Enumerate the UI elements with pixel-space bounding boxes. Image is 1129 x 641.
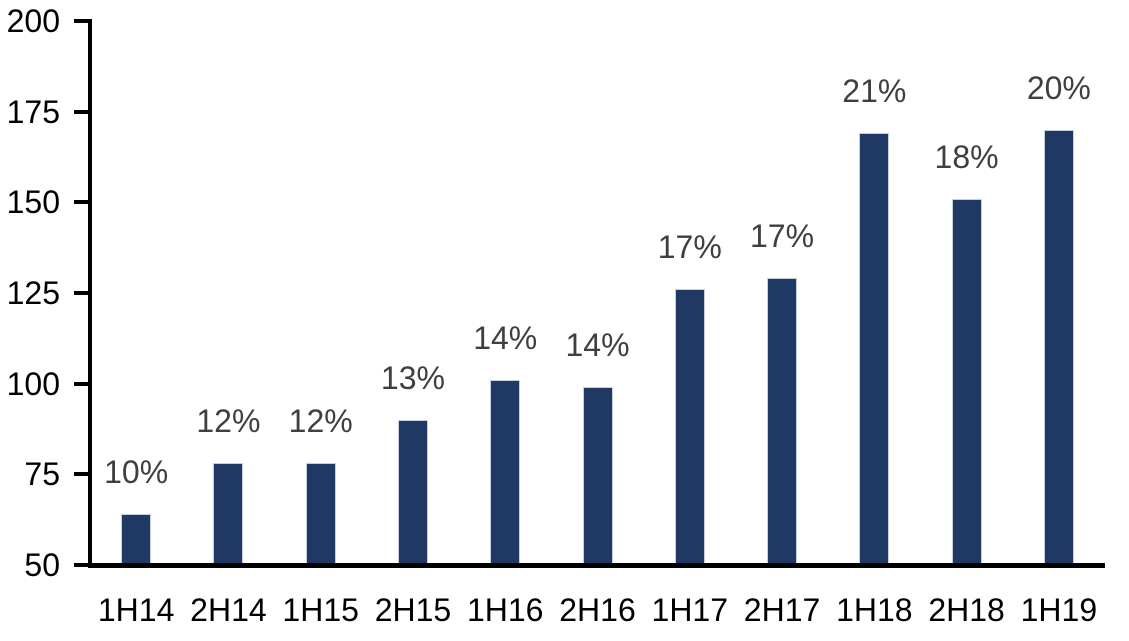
- x-axis-label: 1H16: [466, 592, 544, 628]
- bar-value-label: 20%: [1026, 69, 1091, 106]
- y-axis-line: [88, 19, 92, 568]
- x-axis-label: 1H15: [282, 592, 359, 628]
- y-axis-tick-label: 125: [6, 275, 60, 311]
- y-axis-tick-label: 75: [24, 456, 60, 493]
- y-axis-tick-label: 200: [6, 3, 60, 39]
- bar: [582, 387, 613, 567]
- bar: [121, 514, 152, 567]
- y-axis-tick-label: 100: [6, 365, 60, 402]
- y-axis-tick: [74, 109, 90, 114]
- x-axis-label: 2H14: [190, 592, 267, 628]
- y-axis-tick: [74, 291, 90, 295]
- bar-value-label: 18%: [934, 138, 999, 175]
- x-axis-label: 1H14: [97, 592, 175, 628]
- bar: [213, 463, 244, 567]
- bar-value-label: 17%: [750, 218, 815, 255]
- bar: [674, 289, 705, 567]
- x-axis-label: 1H19: [1020, 592, 1098, 628]
- y-axis-tick: [74, 200, 90, 205]
- bar-value-label: 14%: [565, 327, 630, 364]
- y-axis-tick-label: 50: [24, 547, 60, 583]
- x-axis-label: 2H18: [928, 592, 1005, 628]
- bar-value-label: 17%: [657, 229, 722, 266]
- y-axis-tick-label: 150: [6, 184, 60, 221]
- x-axis-line: [88, 563, 1105, 568]
- bar: [397, 419, 428, 567]
- x-axis-label: 2H16: [559, 592, 636, 628]
- bar: [490, 380, 521, 567]
- y-axis-tick-label: 175: [6, 93, 60, 130]
- y-axis-tick: [74, 472, 90, 477]
- y-axis-tick: [74, 563, 90, 567]
- bar: [951, 198, 982, 567]
- bar-value-label: 12%: [288, 403, 353, 440]
- y-axis-tick: [74, 381, 90, 386]
- x-axis-label: 1H18: [836, 592, 913, 628]
- bar: [305, 463, 336, 567]
- bar: [767, 278, 798, 567]
- bar: [859, 133, 890, 567]
- x-axis-label: 2H17: [743, 592, 821, 628]
- x-axis-label: 2H15: [374, 592, 452, 628]
- bar: [1043, 129, 1074, 567]
- bar-value-label: 12%: [196, 403, 261, 440]
- y-axis-tick: [74, 19, 90, 23]
- bar-value-label: 10%: [104, 454, 169, 491]
- x-axis-label: 1H17: [651, 592, 729, 628]
- bar-value-label: 14%: [473, 320, 538, 357]
- bar-value-label: 21%: [842, 73, 907, 110]
- bar-value-label: 13%: [380, 359, 445, 396]
